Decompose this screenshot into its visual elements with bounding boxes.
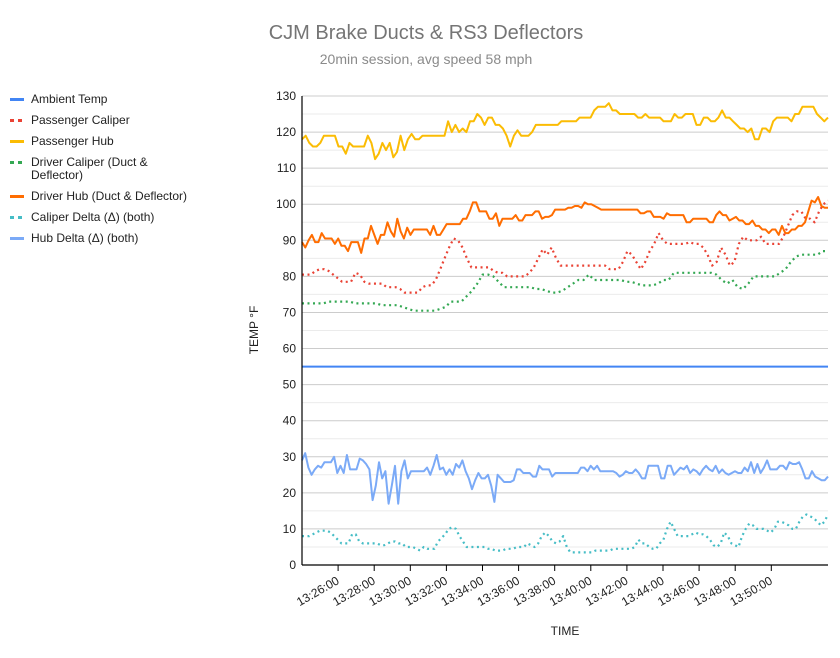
legend-item-driver-caliper[interactable]: Driver Caliper (Duct & Deflector) xyxy=(10,156,175,182)
y-axis-title: TEMP °F xyxy=(247,306,261,355)
legend-label: Passenger Caliper xyxy=(31,113,130,127)
series-driver-hub-duct-deflector[interactable] xyxy=(301,196,828,254)
legend-label: Driver Hub (Duct & Deflector) xyxy=(31,189,188,203)
legend-item-ambient-temp[interactable]: Ambient Temp xyxy=(10,93,240,106)
legend-item-hub-delta[interactable]: Hub Delta (Δ) (both) xyxy=(10,232,240,245)
legend-item-passenger-hub[interactable]: Passenger Hub xyxy=(10,135,240,148)
y-tick-label: 60 xyxy=(283,342,297,356)
y-tick-label: 100 xyxy=(276,197,296,211)
series-passenger-caliper[interactable] xyxy=(302,199,829,294)
y-tick-label: 130 xyxy=(276,89,296,103)
legend-label: Passenger Hub xyxy=(31,134,114,148)
legend-swatch xyxy=(10,216,24,219)
legend-swatch xyxy=(10,119,24,122)
gridlines xyxy=(302,95,828,548)
y-tick-label: 20 xyxy=(283,486,297,500)
series-caliper-delta-both[interactable] xyxy=(302,513,829,554)
y-tick-label: 80 xyxy=(283,269,297,283)
x-axis-title: TIME xyxy=(551,624,580,638)
legend-label: Caliper Delta (Δ) (both) xyxy=(31,210,155,224)
y-tick-label: 90 xyxy=(283,233,297,247)
legend-label: Ambient Temp xyxy=(31,92,108,106)
y-tick-label: 0 xyxy=(289,558,296,572)
legend-item-passenger-caliper[interactable]: Passenger Caliper xyxy=(10,114,240,127)
y-tick-label: 30 xyxy=(283,450,297,464)
legend-label: Driver Caliper (Duct & Deflector) xyxy=(31,155,148,182)
y-tick-label: 110 xyxy=(277,161,296,175)
series-driver-caliper-duct-deflector[interactable] xyxy=(302,250,828,312)
legend-swatch xyxy=(10,237,24,240)
series-passenger-hub[interactable] xyxy=(301,102,829,161)
y-tick-label: 10 xyxy=(283,522,297,536)
y-tick-label: 120 xyxy=(276,125,296,139)
y-tick-label: 50 xyxy=(283,378,297,392)
legend-swatch xyxy=(10,161,24,164)
chart-subtitle: 20min session, avg speed 58 mph xyxy=(319,51,533,67)
legend-swatch xyxy=(10,98,24,101)
legend-swatch xyxy=(10,195,24,198)
legend: Ambient Temp Passenger Caliper Passenger… xyxy=(10,93,240,253)
legend-item-driver-hub[interactable]: Driver Hub (Duct & Deflector) xyxy=(10,190,240,203)
chart-title: CJM Brake Ducts & RS3 Deflectors xyxy=(268,22,584,44)
legend-item-caliper-delta[interactable]: Caliper Delta (Δ) (both) xyxy=(10,211,240,224)
series-hub-delta-both[interactable] xyxy=(301,452,829,505)
legend-label: Hub Delta (Δ) (both) xyxy=(31,231,139,245)
y-tick-label: 40 xyxy=(283,414,297,428)
legend-swatch xyxy=(10,140,24,143)
y-tick-label: 70 xyxy=(283,305,297,319)
series-lines xyxy=(301,102,829,554)
